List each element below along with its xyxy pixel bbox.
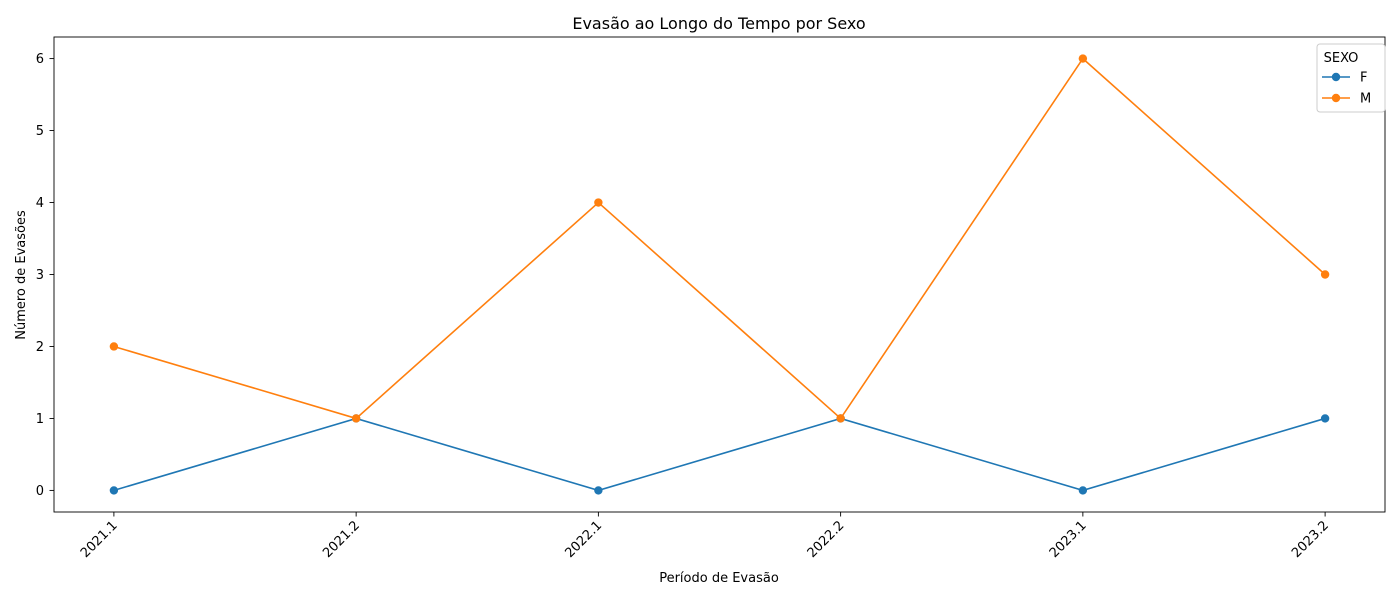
data-point-m [1078, 54, 1088, 63]
legend-title: SEXO [1324, 51, 1359, 66]
data-point-m [836, 414, 845, 423]
y-axis-label: Número de Evasões [14, 210, 29, 340]
legend: SEXO FM [1316, 43, 1386, 113]
series-line-f [113, 417, 1326, 492]
x-axis-label: Período de Evasão [659, 571, 779, 586]
legend-marker-m [1331, 93, 1341, 103]
y-tick-label: 0 [36, 484, 44, 499]
data-point-m [594, 198, 603, 207]
data-point-f [594, 486, 603, 495]
y-tick-label: 5 [36, 124, 44, 139]
data-point-f [1320, 414, 1330, 423]
data-point-f [1078, 486, 1088, 495]
chart-title: Evasão ao Longo do Tempo por Sexo [572, 14, 865, 33]
y-tick-label: 6 [36, 52, 44, 67]
data-point-m [1320, 270, 1330, 279]
y-tick-label: 2 [36, 340, 44, 355]
data-point-m [351, 414, 361, 423]
series-lines [109, 54, 1330, 495]
data-point-f [109, 486, 119, 495]
legend-marker-f [1331, 72, 1341, 82]
data-point-m [109, 342, 119, 351]
series-line-m [113, 57, 1326, 420]
y-tick-label: 4 [36, 196, 44, 211]
y-tick-label: 1 [36, 412, 44, 427]
y-tick-label: 3 [36, 268, 44, 283]
legend-label-f: F [1360, 71, 1367, 86]
legend-label-m: M [1360, 92, 1371, 107]
